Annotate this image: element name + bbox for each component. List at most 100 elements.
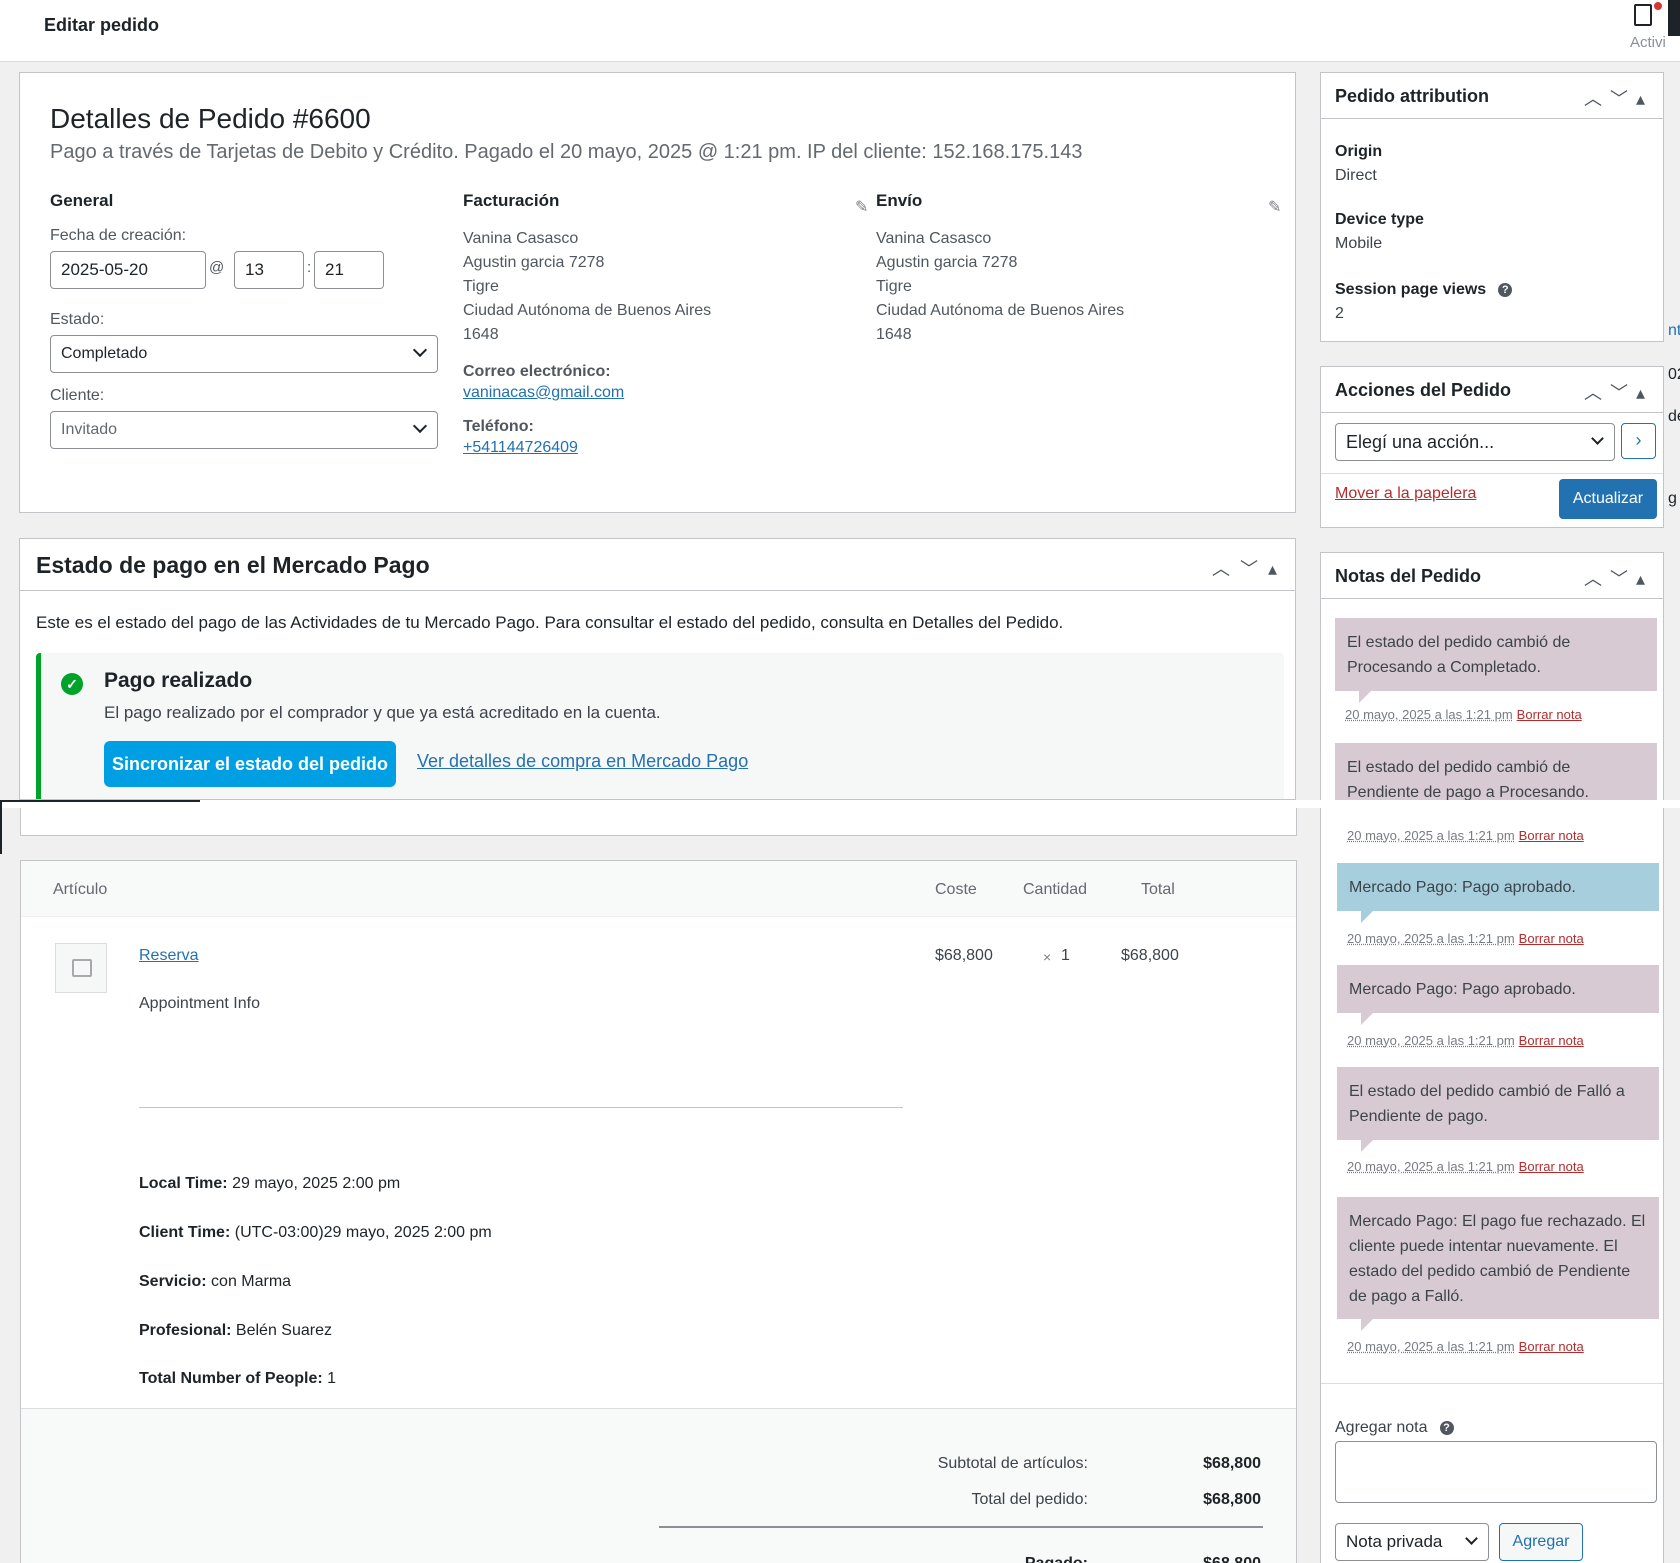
minute-input[interactable]: 21 [314,251,384,289]
sync-status-button[interactable]: Sincronizar el estado del pedido [104,741,396,787]
edge-fragment: 02 [1668,366,1680,383]
product-link[interactable]: Reserva [139,947,199,964]
order-action-value: Elegí una acción... [1346,432,1495,452]
item-cost: $68,800 [935,947,993,964]
delete-note-link[interactable]: Borrar nota [1518,1033,1584,1048]
meta-value: 29 mayo, 2025 2:00 pm [232,1175,401,1192]
address-line: Agustin garcia 7278 [463,254,605,271]
status-select[interactable]: Completado [50,335,438,373]
billing-heading: Facturación [463,191,560,210]
actions-header: Acciones del Pedido ︿﹀▴ [1321,367,1663,413]
delete-note-link[interactable]: Borrar nota [1516,707,1582,722]
pencil-icon[interactable]: ✎ [855,199,869,216]
meta-value: 1 [327,1370,337,1387]
divider [1321,473,1663,474]
chevron-down-icon [412,418,428,434]
note-text: El estado del pedido cambió de Falló a P… [1349,1083,1625,1125]
delete-note-link[interactable]: Borrar nota [1518,931,1584,946]
mercadopago-panel: Estado de pago en el Mercado Pago ︿﹀▴ Es… [19,538,1296,800]
billing-column: Facturación ✎ Vanina Casasco Agustin gar… [463,191,868,457]
qty-x: × [1043,949,1052,965]
add-note-textarea[interactable] [1335,1441,1657,1503]
note-text: Mercado Pago: Pago aprobado. [1349,981,1576,998]
note-tail [1361,911,1373,923]
views-label-row: Session page views? [1335,281,1513,299]
address-line: 1648 [876,326,912,343]
order-notes-panel: Notas del Pedido ︿﹀▴ El estado del pedid… [1320,552,1664,1563]
status-label: Estado: [50,311,105,328]
delete-note-link[interactable]: Borrar nota [1518,828,1584,843]
help-icon[interactable]: ? [1498,282,1513,297]
note-text: Mercado Pago: El pago fue rechazado. El … [1349,1213,1646,1305]
email-link[interactable]: vaninacas@gmail.com [463,384,625,401]
seam-line [0,800,2,854]
device-value: Mobile [1335,235,1383,252]
chevron-down-icon [1591,432,1604,445]
paid-label: Pagado: [1025,1555,1088,1563]
help-icon[interactable]: ? [1439,1420,1454,1435]
activity-button[interactable]: Activi [1624,0,1680,60]
product-thumbnail [55,943,107,993]
panel-arrows[interactable]: ︿﹀▴ [1211,559,1287,579]
at-sign: @ [209,259,225,276]
panel-arrows[interactable]: ︿﹀▴ [1583,569,1653,589]
shipping-column: Envío ✎ Vanina Casasco Agustin garcia 72… [876,191,1281,347]
pencil-icon[interactable]: ✎ [1268,199,1282,216]
hour-input[interactable]: 13 [234,251,304,289]
panel-arrows[interactable]: ︿﹀▴ [1583,383,1653,403]
order-action-select[interactable]: Elegí una acción... [1335,423,1615,461]
move-to-trash-link[interactable]: Mover a la papelera [1335,485,1477,502]
mercadopago-heading: Estado de pago en el Mercado Pago [36,552,430,578]
screenshot-seam [0,800,1680,808]
note-meta: 20 mayo, 2025 a las 1:21 pm Borrar nota [1347,1033,1584,1048]
customer-select[interactable]: Invitado [50,411,438,449]
note-item: El estado del pedido cambió de Pendiente… [1335,743,1657,805]
attribution-heading: Pedido attribution [1335,86,1489,106]
mercadopago-header: Estado de pago en el Mercado Pago ︿﹀▴ [20,539,1295,591]
general-heading: General [50,191,114,210]
attribution-panel: Pedido attribution ︿﹀▴ Origin Direct Dev… [1320,72,1664,342]
top-bar: Editar pedido Activi [0,0,1680,62]
meta-value: (UTC-03:00)29 mayo, 2025 2:00 pm [234,1224,492,1241]
update-button[interactable]: Actualizar [1559,479,1657,519]
subtotal-label: Subtotal de artículos: [937,1455,1088,1472]
order-details-panel: Detalles de Pedido #6600 Pago a través d… [19,72,1296,513]
item-meta-row: Client Time: (UTC-03:00)29 mayo, 2025 2:… [139,1224,492,1242]
notes-header: Notas del Pedido ︿﹀▴ [1321,553,1663,599]
address-line: Ciudad Autónoma de Buenos Aires [463,302,712,319]
address-line: Vanina Casasco [876,230,992,247]
divider [1321,1383,1663,1384]
apply-action-button[interactable]: › [1621,423,1656,459]
edge-fragment: g [1668,490,1677,507]
email-label: Correo electrónico: [463,363,611,380]
add-note-label-row: Agregar nota? [1335,1419,1454,1437]
edge-fragment: de [1668,408,1680,425]
purchase-details-link[interactable]: Ver detalles de compra en Mercado Pago [417,751,749,771]
order-total-value: $68,800 [1203,1491,1261,1508]
meta-value: con Marma [211,1273,292,1290]
delete-note-link[interactable]: Borrar nota [1518,1159,1584,1174]
meta-label: Client Time: [139,1224,231,1241]
address-line: 1648 [463,326,499,343]
add-note-button[interactable]: Agregar [1499,1523,1583,1561]
date-label: Fecha de creación: [50,227,187,244]
views-value: 2 [1335,305,1344,322]
phone-link[interactable]: +541144726409 [463,439,578,456]
meta-label: Profesional: [139,1322,232,1339]
edge-fragment: nt [1668,322,1680,339]
note-tail [1361,1013,1373,1025]
note-item: Mercado Pago: Pago aprobado. [1337,863,1659,923]
delete-note-link[interactable]: Borrar nota [1518,1339,1584,1354]
col-total: Total [1141,881,1175,898]
panel-arrows[interactable]: ︿﹀▴ [1583,89,1653,109]
order-title: Detalles de Pedido #6600 [50,103,371,134]
order-total-label: Total del pedido: [971,1491,1088,1508]
col-item: Artículo [53,881,108,898]
customer-label: Cliente: [50,387,105,404]
date-input[interactable]: 2025-05-20 [50,251,206,289]
address-line: Ciudad Autónoma de Buenos Aires [876,302,1125,319]
chevron-down-icon [1465,1532,1478,1545]
note-type-select[interactable]: Nota privada [1335,1523,1489,1561]
note-meta: 20 mayo, 2025 a las 1:21 pm Borrar nota [1347,1159,1584,1174]
order-meta: Pago a través de Tarjetas de Debito y Cr… [50,141,1083,163]
